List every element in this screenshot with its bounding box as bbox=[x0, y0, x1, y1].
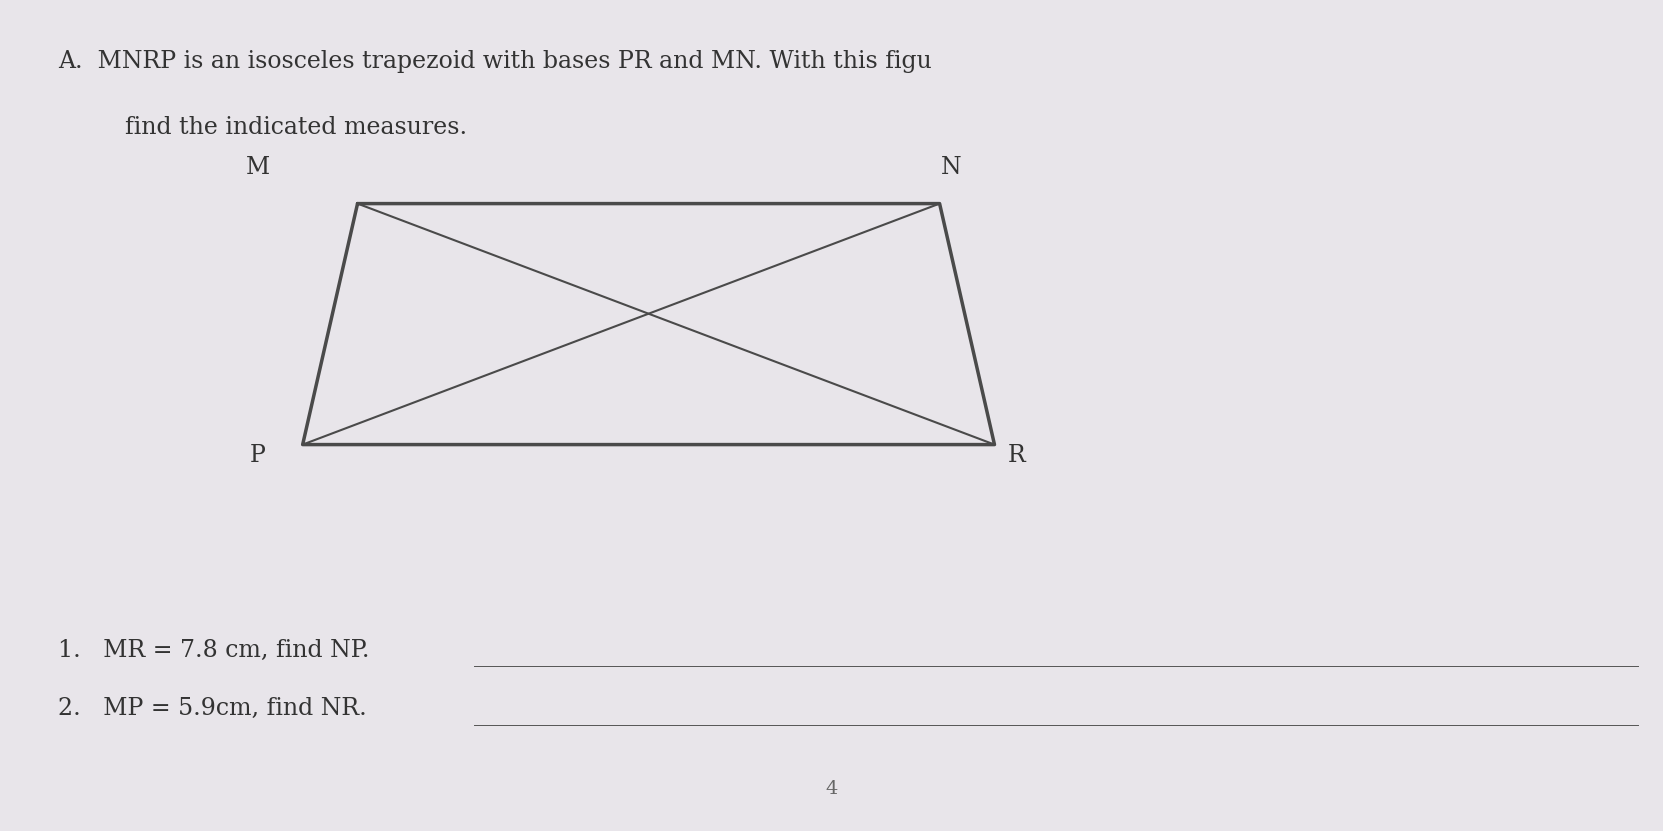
Text: M: M bbox=[246, 155, 269, 179]
Text: find the indicated measures.: find the indicated measures. bbox=[125, 116, 467, 140]
Text: A.  MNRP is an isosceles trapezoid with bases PR and MN. With this figu: A. MNRP is an isosceles trapezoid with b… bbox=[58, 50, 931, 73]
Text: P: P bbox=[249, 444, 266, 467]
Text: 4: 4 bbox=[825, 779, 838, 798]
Text: 1.   MR = 7.8 cm, find NP.: 1. MR = 7.8 cm, find NP. bbox=[58, 638, 369, 661]
Text: 2.   MP = 5.9cm, find NR.: 2. MP = 5.9cm, find NR. bbox=[58, 696, 368, 720]
Text: R: R bbox=[1008, 444, 1026, 467]
Text: N: N bbox=[941, 155, 961, 179]
